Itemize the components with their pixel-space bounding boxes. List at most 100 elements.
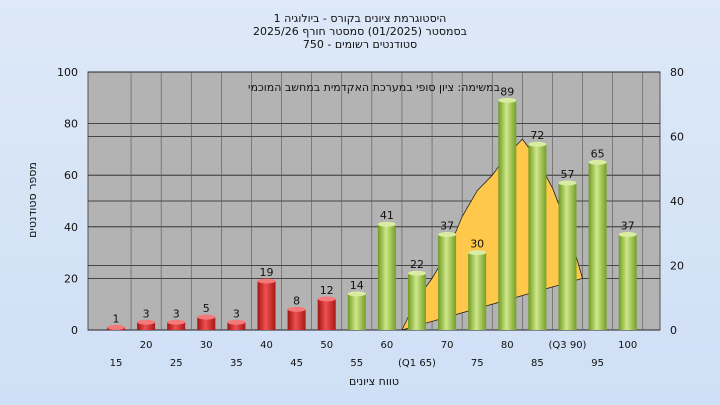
bar (317, 296, 336, 330)
bar-cap (107, 324, 125, 330)
bar (257, 278, 276, 330)
bar (137, 319, 156, 330)
bar (438, 232, 457, 330)
x-tick-label: 15 (110, 358, 123, 369)
bar-value-label: 89 (500, 85, 514, 98)
y-tick-label: 40 (64, 221, 78, 234)
bar-cap (528, 141, 547, 147)
bar-cap (408, 270, 426, 276)
x-tick-label: 100 (618, 340, 637, 351)
bar-rect (558, 182, 577, 330)
bar (197, 314, 216, 330)
y-axis-label: מספר סטודנטים (26, 162, 39, 238)
bar-rect (257, 280, 276, 330)
bar-cap (257, 278, 276, 284)
bar-value-label: 37 (440, 220, 454, 233)
y2-tick-label: 0 (670, 324, 677, 337)
bar (408, 270, 426, 330)
bar-cap (468, 250, 487, 256)
bar (558, 180, 577, 330)
bar-value-label: 65 (591, 147, 605, 160)
chart-annotation: במשימה: ציון סופי במערכת האקדמית במחשב ה… (248, 81, 500, 94)
bar-value-label: 22 (410, 258, 424, 271)
bar (468, 250, 487, 330)
x-tick-label: 25 (170, 358, 183, 369)
bar-rect (197, 317, 216, 330)
bar-cap (227, 319, 246, 325)
value-labels: 1 3 3 5 3 19 8 12 14 41 22 37 30 89 72 57 65 37 (113, 85, 635, 325)
bar (377, 221, 396, 330)
bar-rect (498, 100, 517, 330)
y-axis-ticks: 0 20 40 60 80 100 (57, 66, 78, 337)
bar (107, 324, 125, 330)
bar (227, 319, 246, 330)
y2-axis-ticks: 0 20 40 60 80 (670, 66, 684, 337)
bar-cap (167, 319, 186, 325)
x-tick-label: 50 (320, 340, 333, 351)
bar-cap (347, 291, 366, 297)
bar-value-label: 30 (470, 238, 484, 251)
bar-cap (618, 232, 637, 238)
x-tick-label: 70 (441, 340, 454, 351)
bar-rect (438, 234, 457, 330)
y-tick-label: 20 (64, 272, 78, 285)
bar-cap (137, 319, 156, 325)
bar-value-label: 72 (530, 129, 544, 142)
x-axis-ticks: 15 20 25 30 35 40 45 50 55 60 (Q1 65) 70 75 80 85 (Q3 9… (110, 340, 638, 369)
bar-cap (558, 180, 577, 186)
bar-value-label: 8 (293, 294, 300, 307)
x-tick-label: 60 (381, 340, 394, 351)
bar-value-label: 12 (320, 284, 334, 297)
bar-cap (438, 232, 457, 238)
bar-cap (317, 296, 336, 302)
x-tick-label: 40 (260, 340, 273, 351)
bar-rect (227, 322, 246, 330)
bar-cap (588, 159, 607, 165)
y2-tick-label: 80 (670, 66, 684, 79)
chart-title-line-1: היסטוגרמת ציונים בקורס - ביולוגיה 1 (274, 12, 447, 25)
bar-value-label: 5 (203, 302, 210, 315)
bar-cap (287, 306, 306, 312)
chart-title-line-2: בסמסטר (01/2025) סמסטר חורף 2025/26 (253, 25, 467, 38)
bar-rect (317, 299, 336, 330)
x-tick-label: 45 (290, 358, 303, 369)
chart-title-line-3: סטודנטים רשומים - 750 (303, 38, 417, 51)
bar (618, 232, 637, 330)
bar-value-label: 19 (260, 266, 274, 279)
x-tick-label: 85 (531, 358, 544, 369)
bar-rect (588, 162, 607, 330)
x-tick-label: 95 (591, 358, 604, 369)
bar-rect (377, 224, 396, 330)
x-tick-label: 55 (350, 358, 363, 369)
bar-rect (167, 322, 186, 330)
bar-rect (287, 309, 306, 330)
bar-rect (137, 322, 156, 330)
bar-value-label: 3 (173, 307, 180, 320)
bar-value-label: 57 (561, 168, 575, 181)
y-tick-label: 0 (71, 324, 78, 337)
bar-value-label: 1 (113, 312, 120, 325)
y-tick-label: 60 (64, 169, 78, 182)
bar-rect (618, 234, 637, 330)
bar (588, 159, 607, 330)
bar-cap (197, 314, 216, 320)
bar-rect (468, 252, 487, 330)
bar (528, 141, 547, 330)
x-tick-label: 30 (200, 340, 213, 351)
y2-tick-label: 20 (670, 260, 684, 273)
bar-cap (377, 221, 396, 227)
bar-cap (498, 97, 517, 103)
x-tick-label: 20 (140, 340, 153, 351)
bar-rect (408, 273, 426, 330)
bar-value-label: 3 (233, 307, 240, 320)
bar-rect (528, 144, 547, 330)
y-tick-label: 80 (64, 118, 78, 131)
x-tick-label: (Q3 90) (549, 340, 587, 351)
bar-value-label: 3 (143, 307, 150, 320)
y2-tick-label: 40 (670, 195, 684, 208)
y-tick-label: 100 (57, 66, 78, 79)
bar-value-label: 41 (380, 209, 394, 222)
x-tick-label: (Q1 65) (398, 358, 436, 369)
